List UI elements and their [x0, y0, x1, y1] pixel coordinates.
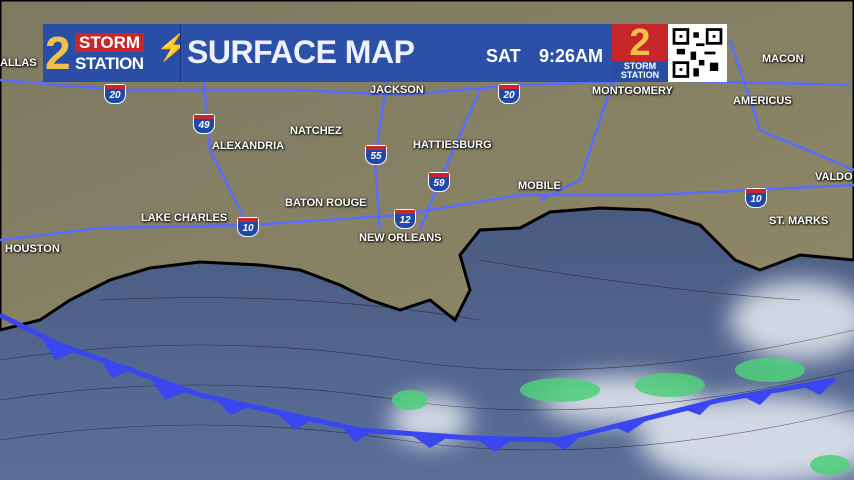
interstate-shield: 10 — [745, 188, 767, 208]
qr-code-graphic — [672, 28, 723, 78]
logo-number: 2 — [45, 27, 71, 79]
city-label: MACON — [762, 53, 804, 65]
brand-logo: 2 STORM STATION — [612, 24, 668, 82]
city-label: NEW ORLEANS — [359, 232, 442, 244]
city-label: ST. MARKS — [769, 215, 829, 227]
interstate-shield: 10 — [237, 217, 259, 237]
brand-text: STORM STATION — [612, 61, 668, 82]
interstate-shield: 59 — [428, 172, 450, 192]
brand-line1: STORM — [623, 61, 657, 71]
precipitation — [392, 358, 850, 475]
brand-line2: STATION — [620, 70, 660, 80]
city-label: HATTIESBURG — [413, 139, 492, 151]
city-label: MONTGOMERY — [592, 85, 673, 97]
interstate-shield: 12 — [394, 209, 416, 229]
city-label: ALLAS — [0, 57, 37, 69]
day-label: SAT — [486, 46, 521, 66]
header-banner: 2 STORM STATION ⚡ SURFACE MAP SAT 9:26AM… — [43, 24, 727, 82]
lightning-bolt-icon: ⚡ — [156, 32, 180, 62]
city-label: AMERICUS — [733, 95, 792, 107]
logo-line1: STORM — [75, 33, 145, 52]
city-label: VALDO — [815, 171, 853, 183]
title-bar: SURFACE MAP SAT 9:26AM — [181, 24, 612, 82]
interstate-shield: 20 — [104, 84, 126, 104]
city-label: HOUSTON — [5, 243, 60, 255]
land-mass — [0, 0, 854, 332]
city-label: MOBILE — [518, 180, 561, 192]
time-label: 9:26AM — [539, 46, 604, 66]
city-label: JACKSON — [370, 84, 424, 96]
city-label: LAKE CHARLES — [141, 212, 228, 224]
brand-number: 2 — [629, 24, 651, 64]
city-label: ALEXANDRIA — [212, 140, 285, 152]
interstate-shield: 49 — [193, 114, 215, 134]
interstate-shield: 20 — [498, 84, 520, 104]
page-title: SURFACE MAP — [187, 34, 415, 70]
city-label: NATCHEZ — [290, 125, 342, 137]
storm-station-logo: 2 STORM STATION ⚡ — [43, 24, 181, 82]
cold-front-triangles — [40, 335, 835, 452]
qr-code-icon[interactable] — [668, 24, 727, 82]
city-label: BATON ROUGE — [285, 197, 367, 209]
interstate-shield: 55 — [365, 145, 387, 165]
logo-line2: STATION — [75, 54, 144, 73]
